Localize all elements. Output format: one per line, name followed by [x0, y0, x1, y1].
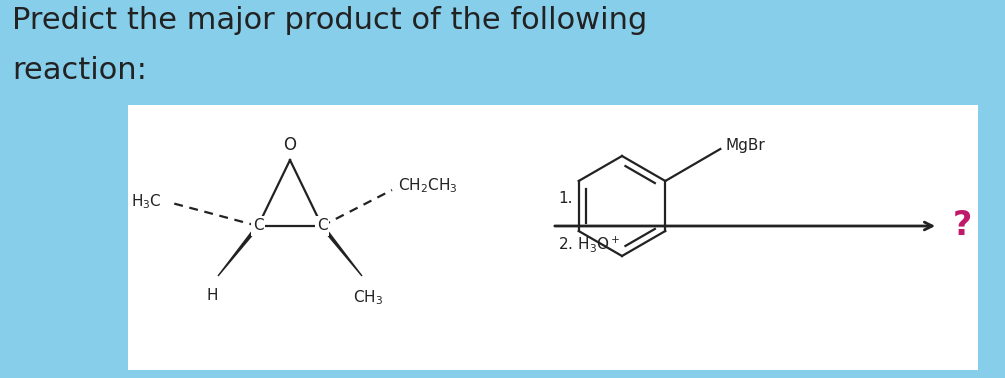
- FancyBboxPatch shape: [128, 105, 978, 370]
- Text: C: C: [252, 218, 263, 234]
- Text: H$_3$C: H$_3$C: [132, 193, 162, 211]
- Text: H: H: [206, 288, 218, 303]
- Text: O: O: [283, 136, 296, 154]
- Text: Predict the major product of the following: Predict the major product of the followi…: [12, 6, 647, 35]
- Text: ?: ?: [953, 209, 972, 243]
- Text: CH$_2$CH$_3$: CH$_2$CH$_3$: [398, 177, 457, 195]
- Text: reaction:: reaction:: [12, 56, 147, 85]
- Polygon shape: [218, 226, 260, 276]
- Text: C: C: [317, 218, 328, 234]
- Text: MgBr: MgBr: [726, 138, 765, 153]
- Polygon shape: [320, 226, 362, 276]
- Text: 2. H$_3$O$^+$: 2. H$_3$O$^+$: [558, 234, 620, 254]
- Text: 1.: 1.: [558, 191, 573, 206]
- Text: CH$_3$: CH$_3$: [353, 288, 383, 307]
